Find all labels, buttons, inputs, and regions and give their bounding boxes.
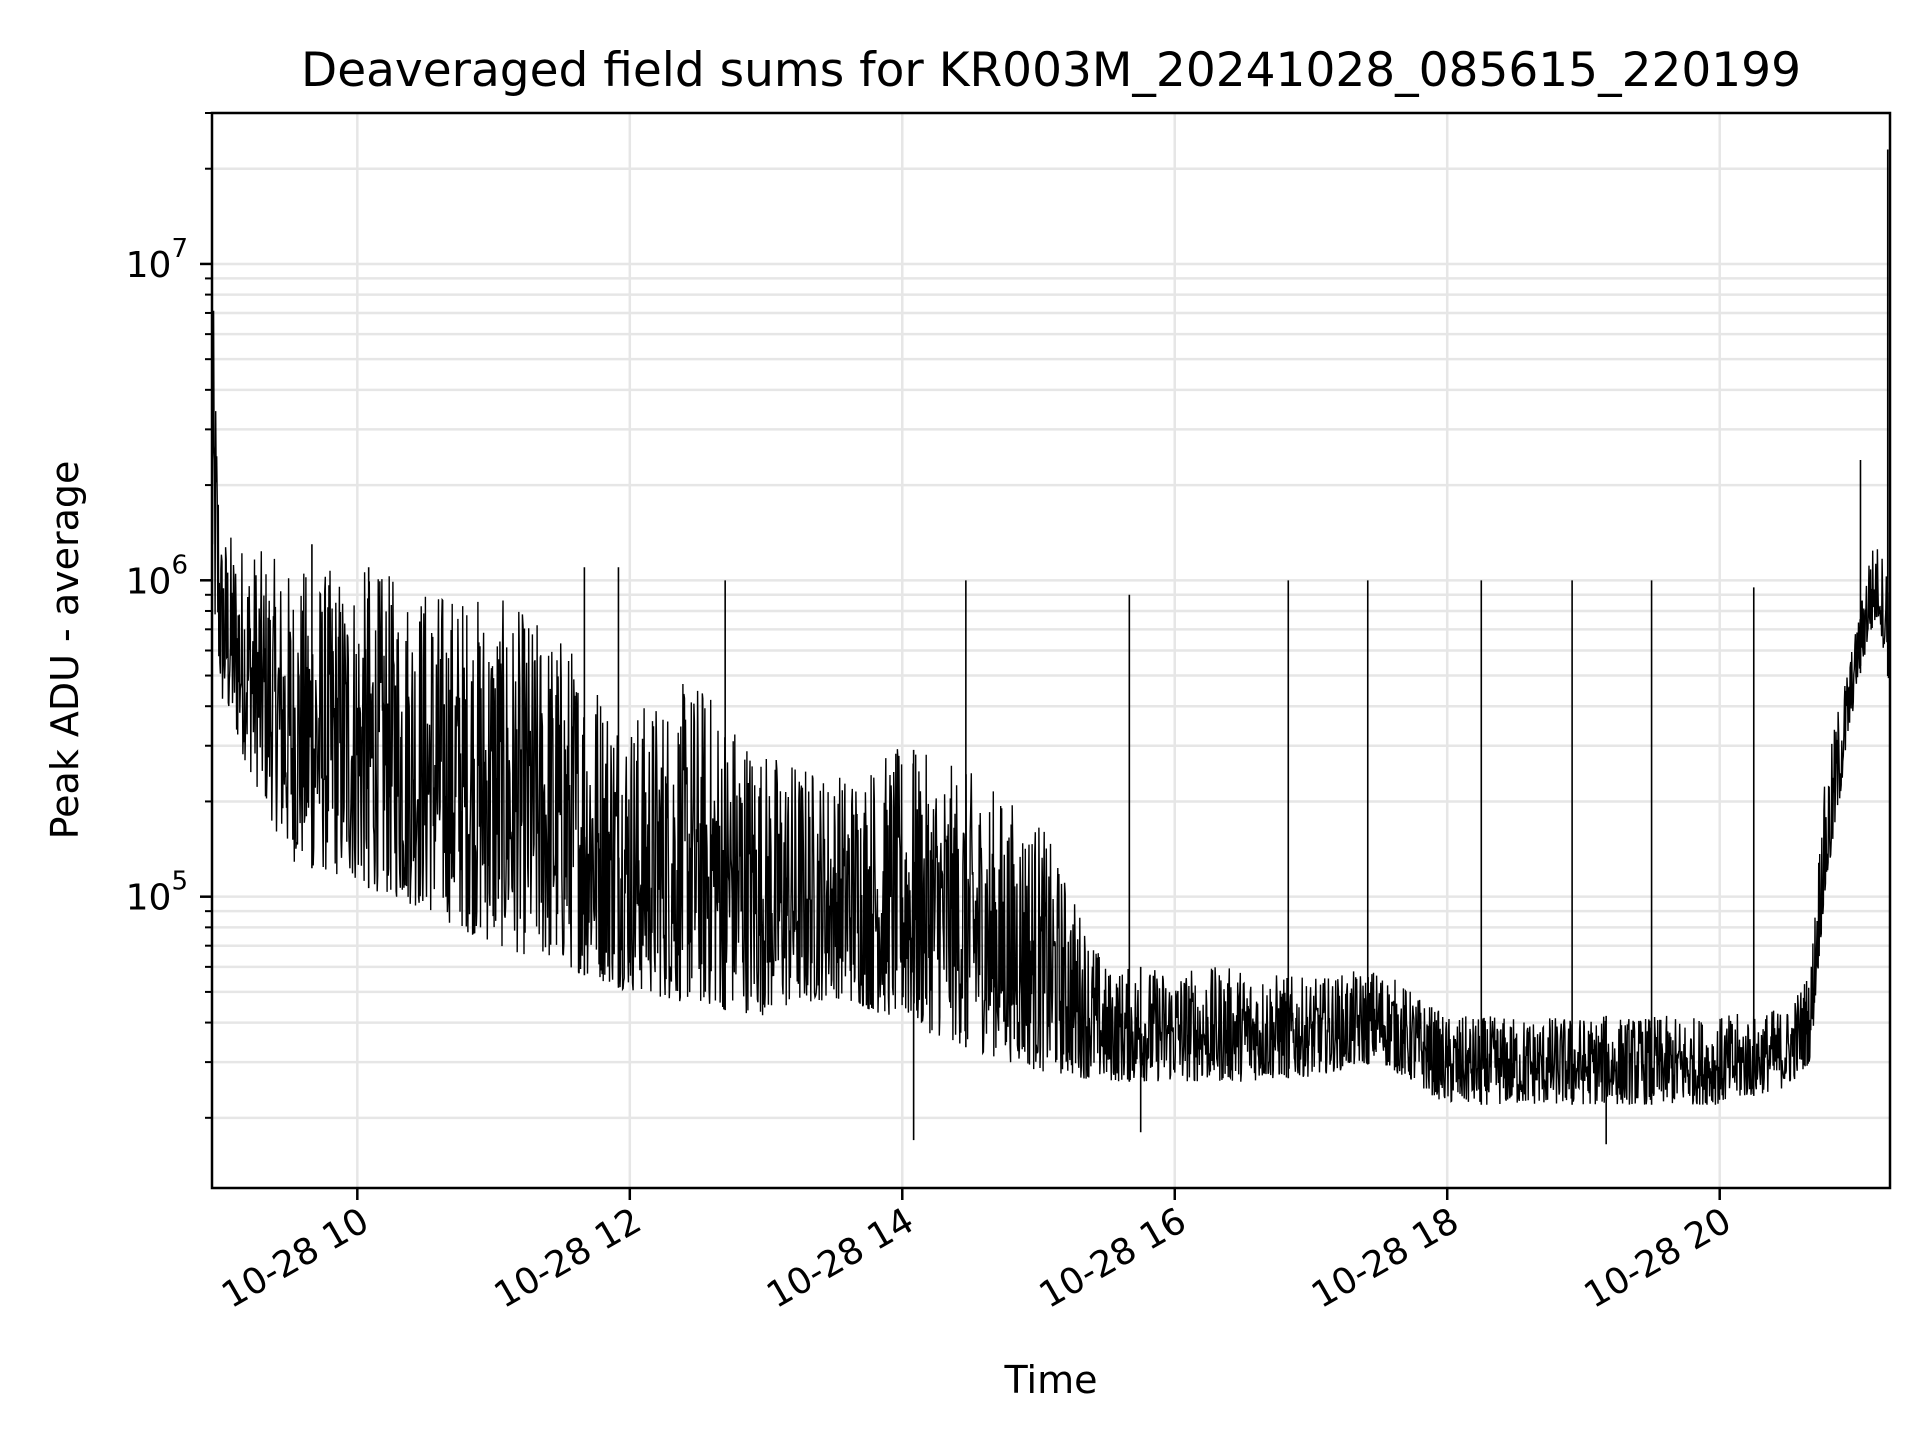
series-trace: [211, 149, 1891, 1145]
y-tick-label: 105: [126, 867, 188, 919]
series-line: [211, 310, 1891, 1105]
y-tick-label: 107: [126, 234, 188, 286]
x-axis-label: Time: [1004, 1358, 1098, 1402]
y-axis-ticks: 105 106 107: [126, 112, 212, 1119]
chart-title: Deaveraged field sums for KR003M_2024102…: [301, 43, 1801, 98]
y-tick-label: 106: [126, 550, 188, 602]
y-axis-label: Peak ADU - average: [43, 461, 87, 840]
